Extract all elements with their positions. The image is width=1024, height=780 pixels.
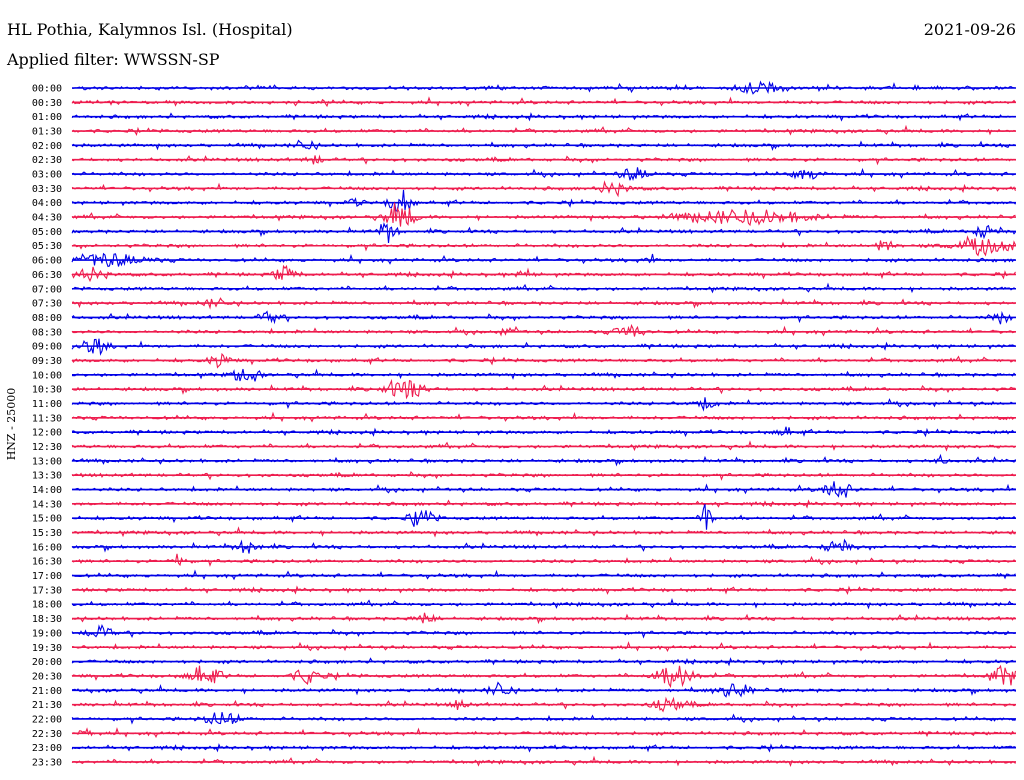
row-time-label: 19:30: [32, 643, 62, 654]
filter-label: Applied filter: WWSSN-SP: [7, 50, 220, 69]
row-time-label: 00:00: [32, 84, 62, 95]
row-time-label: 01:00: [32, 112, 62, 123]
row-time-label: 17:00: [32, 571, 62, 582]
row-time-label: 21:30: [32, 700, 62, 711]
row-time-label: 18:00: [32, 600, 62, 611]
row-time-label: 07:30: [32, 299, 62, 310]
row-time-label: 22:30: [32, 729, 62, 740]
trace-line: [71, 189, 1016, 212]
date-label: 2021-09-26: [923, 20, 1016, 39]
row-time-label: 00:30: [32, 98, 62, 109]
row-time-label: 22:00: [32, 714, 62, 725]
row-time-label: 14:30: [32, 499, 62, 510]
trace-line: [71, 222, 1016, 243]
trace-line: [71, 623, 1016, 639]
row-time-label: 15:30: [32, 528, 62, 539]
row-time-label: 16:30: [32, 557, 62, 568]
row-time-label: 04:30: [32, 213, 62, 224]
trace-line: [71, 503, 1016, 530]
trace-line: [71, 553, 1016, 567]
row-time-label: 11:00: [32, 399, 62, 410]
row-time-label: 06:00: [32, 256, 62, 267]
row-time-label: 15:00: [32, 514, 62, 525]
row-time-label: 03:00: [32, 170, 62, 181]
row-time-label: 04:00: [32, 198, 62, 209]
row-time-label: 03:30: [32, 184, 62, 195]
row-time-label: 08:30: [32, 327, 62, 338]
row-time-label: 16:00: [32, 542, 62, 553]
row-time-label: 08:00: [32, 313, 62, 324]
row-time-label: 09:30: [32, 356, 62, 367]
row-time-label: 10:30: [32, 385, 62, 396]
trace-line: [71, 712, 1016, 725]
row-time-label: 12:00: [32, 428, 62, 439]
row-time-label: 20:30: [32, 671, 62, 682]
trace-line: [71, 264, 1016, 283]
row-time-label: 20:00: [32, 657, 62, 668]
row-time-label: 21:00: [32, 686, 62, 697]
row-time-label: 10:00: [32, 370, 62, 381]
row-time-label: 02:00: [32, 141, 62, 152]
row-time-label: 18:30: [32, 614, 62, 625]
row-time-label: 11:30: [32, 413, 62, 424]
row-time-label: 17:30: [32, 585, 62, 596]
row-time-label: 06:30: [32, 270, 62, 281]
row-time-label: 05:30: [32, 241, 62, 252]
row-time-label: 12:30: [32, 442, 62, 453]
row-time-label: 19:00: [32, 628, 62, 639]
row-time-label: 01:30: [32, 127, 62, 138]
row-time-label: 07:00: [32, 284, 62, 295]
row-time-label: 23:30: [32, 757, 62, 768]
trace-line: [71, 426, 1016, 438]
row-time-label: 14:00: [32, 485, 62, 496]
trace-line: [71, 202, 1016, 227]
row-time-label: 13:30: [32, 471, 62, 482]
row-time-label: 02:30: [32, 155, 62, 166]
row-time-label: 09:00: [32, 342, 62, 353]
row-time-label: 13:00: [32, 456, 62, 467]
station-title: HL Pothia, Kalymnos Isl. (Hospital): [7, 20, 293, 39]
row-time-label: 05:00: [32, 227, 62, 238]
row-time-label: 23:00: [32, 743, 62, 754]
